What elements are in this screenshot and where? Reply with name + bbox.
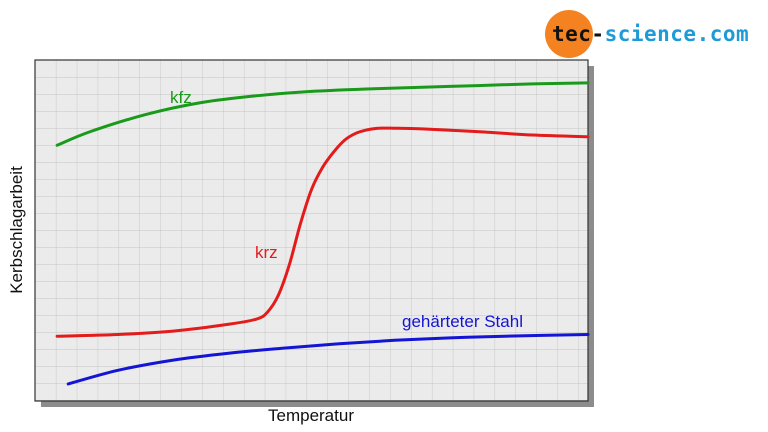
plot-frame [34, 59, 589, 402]
plot-grid [35, 60, 588, 401]
logo-text: tec-science.com [552, 22, 749, 46]
series-line-1 [55, 126, 590, 338]
logo-text-part2: science.com [604, 22, 750, 46]
series-line-0 [55, 81, 590, 147]
curve-label-2: gehärteter Stahl [402, 312, 523, 331]
curve-label-1: krz [255, 243, 278, 262]
curve-label-0: kfz [170, 88, 192, 107]
logo-circle [545, 10, 593, 58]
annotation-layer: kfz krz gehärteter Stahl [170, 88, 523, 331]
site-logo: tec-science.com [545, 10, 749, 58]
logo-text-part1: tec- [552, 22, 605, 46]
x-axis-label: Temperatur [268, 406, 354, 425]
y-axis-label: Kerbschlagarbeit [7, 166, 26, 294]
series-layer [55, 81, 590, 386]
series-line-2 [66, 333, 590, 386]
